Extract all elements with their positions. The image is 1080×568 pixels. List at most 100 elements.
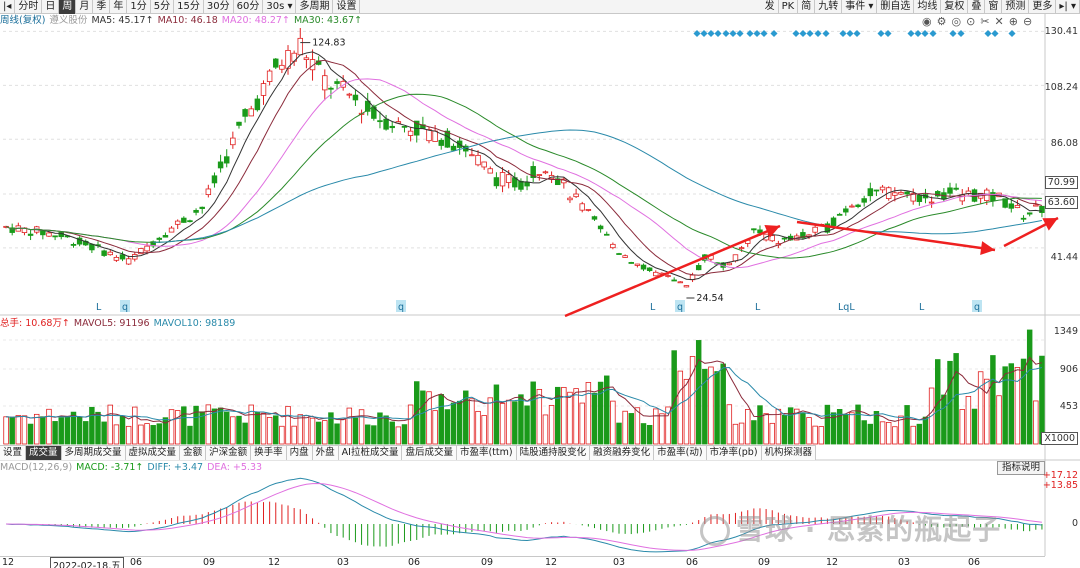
volume-bar [984,378,990,445]
volume-bar [794,408,800,445]
event-q-bg-2 [396,300,406,312]
tool-button-9[interactable]: 窗 [985,0,1003,14]
candle-body [867,188,874,197]
indicator-tab-11[interactable]: 市盈率(ttm) [457,446,517,460]
volume-axis-label-0: 1349 [1053,326,1078,337]
volume-bar [144,423,150,445]
period-tab-7[interactable]: 5分 [151,0,175,14]
price-axis-label-2: 86.08 [1050,138,1078,149]
volume-bar [193,405,199,445]
event-marker-5: L [755,302,761,313]
volume-bar [58,417,64,445]
period-tab-5[interactable]: 年 [110,0,128,14]
indicator-tab-4[interactable]: 金额 [180,446,207,460]
period-tab-8[interactable]: 15分 [174,0,204,14]
add-icon[interactable]: ⊕ [1008,15,1023,28]
period-tab-4[interactable]: 季 [93,0,111,14]
event-diamond-28 [991,29,999,38]
volume-bar [322,420,328,445]
tool-button-0[interactable]: 发 [762,0,779,14]
event-diamond-1 [700,29,708,38]
volume-bar [389,421,395,445]
indicator-tab-9[interactable]: AI拉桩成交量 [339,446,403,460]
minus-icon[interactable]: ⊖ [1022,15,1038,28]
indicator-tab-7[interactable]: 内盘 [287,446,313,460]
price-axis-label-0: 130.41 [1044,26,1078,37]
period-tab-11[interactable]: 30s ▾ [263,0,297,14]
indicator-tab-6[interactable]: 换手率 [251,446,287,460]
volume-bar [579,402,585,445]
indicator-tab-2[interactable]: 多周期成交量 [62,446,126,460]
candle-body [646,267,653,271]
tool-button-6[interactable]: 均线 [914,0,942,14]
candle-body [910,193,916,202]
indicator-tab-5[interactable]: 沪深金额 [206,446,252,460]
period-tab-13[interactable]: 设置 [333,0,361,14]
close-icon[interactable]: ✕ [994,15,1009,28]
candle-body [89,243,95,251]
macd-info: MACD(12,26,9) MACD: -3.71↑ DIFF: +3.47 DEA:… [0,462,266,474]
volume-bar [33,413,40,445]
volume-bar [70,411,77,445]
indicator-explain-button[interactable]: 指标说明 [997,461,1046,475]
gear-icon[interactable]: ⚙ [936,15,952,28]
volume-bar [812,425,818,445]
tool-button-1[interactable]: PK [779,0,799,14]
volume-bar [291,425,297,445]
period-tab-2[interactable]: 周 [59,0,77,14]
event-diamond-19 [877,29,885,38]
volume-bar [1014,367,1021,445]
period-tab-1[interactable]: 日 [42,0,60,14]
period-tab-9[interactable]: 30分 [204,0,234,14]
indicator-tab-16[interactable]: 机构探测器 [762,446,817,460]
event-diamond-16 [839,29,847,38]
tool-button-11[interactable]: 更多 [1029,0,1057,14]
candle-body [444,130,451,148]
tool-button-4[interactable]: 事件 ▾ [842,0,878,14]
period-tab-10[interactable]: 60分 [234,0,264,14]
volume-bar [683,378,690,445]
indicator-tab-8[interactable]: 外盘 [313,446,339,460]
tool-button-8[interactable]: 叠 [968,0,986,14]
indicator-tab-3[interactable]: 虚拟成交量 [126,446,181,460]
period-tab-12[interactable]: 多周期 [296,0,334,14]
candle-body [401,125,408,128]
macd-axis-label-1: +13.85 [1042,480,1078,491]
event-diamond-24 [929,29,937,38]
prev-button[interactable]: |◂ [0,0,16,14]
indicator-tab-0[interactable]: 设置 [0,446,27,460]
time-axis-label-3: 09 [203,557,216,568]
tool-button-10[interactable]: 预测 [1002,0,1030,14]
tool-button-7[interactable]: 复权 [941,0,969,14]
volume-axis-label-2: 453 [1059,401,1078,412]
period-tab-3[interactable]: 月 [76,0,94,14]
indicator-tab-1[interactable]: 成交量 [26,446,62,460]
indicator-tab-13[interactable]: 融资融券变化 [590,446,655,460]
volume-bar [358,409,365,445]
target-icon[interactable]: ⊙ [966,15,981,28]
tool-button-2[interactable]: 简 [798,0,816,14]
volume-bar [855,404,861,445]
tool-button-3[interactable]: 九转 [815,0,843,14]
volume-bar [303,415,310,445]
event-diamond-4 [722,29,730,38]
volume-bar [487,397,494,445]
volume-bar [646,424,653,445]
ma5-line [5,51,1042,281]
period-tab-0[interactable]: 分时 [15,0,43,14]
indicator-tab-10[interactable]: 盘后成交量 [402,446,457,460]
zoom-icon[interactable]: ◎ [951,15,967,28]
tool-button-5[interactable]: 删自选 [877,0,915,14]
indicator-tab-15[interactable]: 市净率(pb) [707,446,762,460]
volume-bar [634,407,641,445]
volume-bar [438,394,444,445]
candle-body [812,226,818,233]
volume-bar [285,405,291,445]
eye-icon[interactable]: ◉ [922,15,937,28]
indicator-tab-12[interactable]: 陆股通持股变化 [517,446,591,460]
candle-body [211,175,218,184]
indicator-tab-14[interactable]: 市盈率(动) [654,446,707,460]
cut-icon[interactable]: ✂ [980,15,995,28]
period-tab-6[interactable]: 1分 [127,0,151,14]
